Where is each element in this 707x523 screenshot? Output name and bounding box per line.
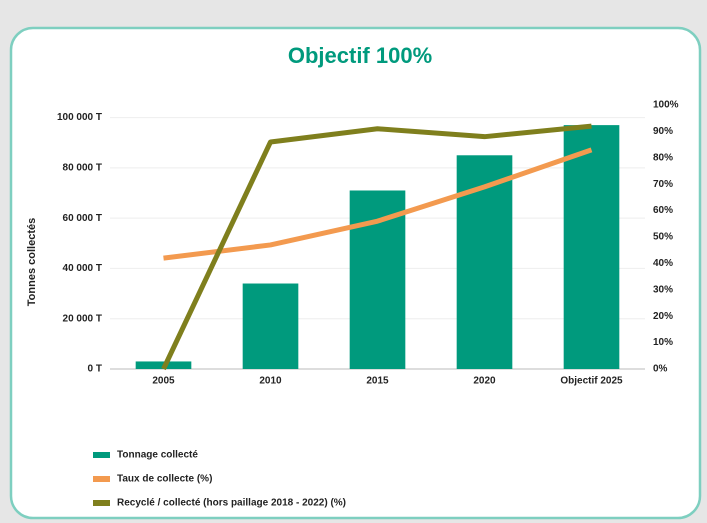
legend-label: Recyclé / collecté (hors paillage 2018 -… [117, 498, 346, 509]
x-tick-label: 2010 [259, 376, 282, 387]
legend-swatch [93, 500, 110, 506]
y-tick-label: 0 T [88, 364, 102, 375]
y2-tick-label: 100% [653, 100, 679, 111]
bar [563, 125, 620, 369]
chart-title: Objectif 100% [288, 43, 432, 68]
y2-tick-label: 30% [653, 284, 673, 295]
legend-swatch [93, 476, 110, 482]
y-tick-label: 80 000 T [63, 162, 102, 173]
y2-tick-label: 70% [653, 179, 673, 190]
y-tick-label: 60 000 T [63, 213, 102, 224]
y2-tick-label: 40% [653, 258, 673, 269]
x-tick-label: Objectif 2025 [560, 376, 623, 387]
line [161, 123, 592, 371]
y2-tick-label: 50% [653, 232, 673, 243]
x-tick-label: 2005 [152, 376, 175, 387]
y-axis-label: Tonnes collectés [26, 218, 38, 306]
y2-tick-label: 10% [653, 337, 673, 348]
bar [242, 283, 299, 369]
y-tick-label: 20 000 T [63, 313, 102, 324]
x-tick-label: 2020 [473, 376, 496, 387]
y2-tick-label: 90% [653, 126, 673, 137]
y2-tick-label: 60% [653, 205, 673, 216]
line [163, 147, 593, 261]
y-tick-label: 40 000 T [63, 263, 102, 274]
legend-label: Tonnage collecté [117, 450, 198, 461]
legend-label: Taux de collecte (%) [117, 474, 212, 485]
y2-tick-label: 20% [653, 311, 673, 322]
y-tick-label: 100 000 T [57, 112, 102, 123]
y2-tick-label: 0% [653, 364, 668, 375]
x-tick-label: 2015 [366, 376, 389, 387]
legend-swatch [93, 452, 110, 458]
y2-tick-label: 80% [653, 152, 673, 163]
